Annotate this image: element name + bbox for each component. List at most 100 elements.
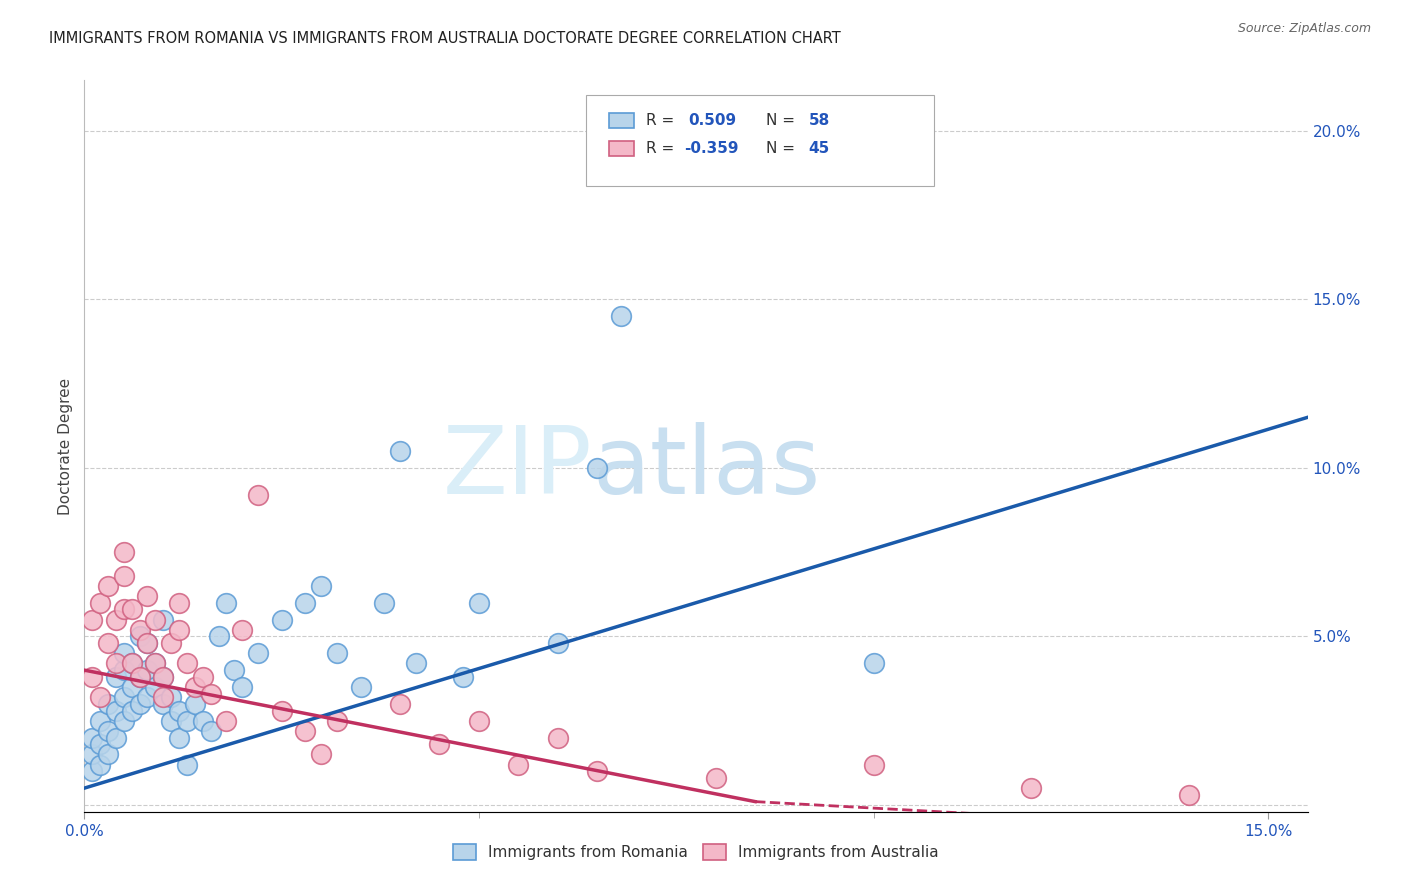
Point — [468, 596, 491, 610]
Point — [136, 663, 159, 677]
Text: N =: N = — [766, 141, 800, 156]
FancyBboxPatch shape — [586, 95, 935, 186]
Point — [176, 757, 198, 772]
Point — [207, 630, 229, 644]
Point — [215, 596, 238, 610]
Point — [270, 613, 292, 627]
Point — [451, 670, 474, 684]
Y-axis label: Doctorate Degree: Doctorate Degree — [58, 377, 73, 515]
Point — [547, 636, 569, 650]
Point — [82, 613, 104, 627]
Text: -0.359: -0.359 — [683, 141, 738, 156]
FancyBboxPatch shape — [609, 141, 634, 155]
Point — [152, 670, 174, 684]
Point — [200, 687, 222, 701]
Point — [167, 704, 190, 718]
Point — [373, 596, 395, 610]
Point — [121, 602, 143, 616]
Point — [97, 723, 120, 738]
Point — [145, 657, 167, 671]
Point — [97, 747, 120, 762]
Point — [128, 630, 150, 644]
Point — [136, 636, 159, 650]
Point — [1021, 781, 1043, 796]
Point — [89, 737, 111, 751]
Point — [231, 623, 253, 637]
Point — [82, 747, 104, 762]
Point — [104, 670, 127, 684]
Point — [82, 670, 104, 684]
Point — [128, 670, 150, 684]
Point — [176, 657, 198, 671]
Text: R =: R = — [645, 141, 679, 156]
Point — [112, 568, 135, 582]
Point — [121, 704, 143, 718]
Point — [309, 747, 332, 762]
Point — [326, 714, 349, 728]
Text: IMMIGRANTS FROM ROMANIA VS IMMIGRANTS FROM AUSTRALIA DOCTORATE DEGREE CORRELATIO: IMMIGRANTS FROM ROMANIA VS IMMIGRANTS FR… — [49, 31, 841, 46]
Point — [97, 636, 120, 650]
Point — [349, 680, 371, 694]
Point — [862, 657, 884, 671]
Point — [112, 690, 135, 705]
Point — [326, 646, 349, 660]
Point — [89, 690, 111, 705]
Point — [200, 723, 222, 738]
Point — [104, 613, 127, 627]
Point — [160, 714, 183, 728]
Point — [136, 589, 159, 603]
Point — [145, 613, 167, 627]
Point — [152, 697, 174, 711]
Point — [128, 697, 150, 711]
Point — [176, 714, 198, 728]
Point — [704, 771, 727, 785]
Point — [270, 704, 292, 718]
Text: 45: 45 — [808, 141, 830, 156]
Point — [112, 646, 135, 660]
Point — [152, 690, 174, 705]
Point — [389, 697, 412, 711]
Text: ZIP: ZIP — [443, 422, 592, 514]
Point — [224, 663, 246, 677]
Text: 0.509: 0.509 — [689, 113, 737, 128]
Point — [389, 444, 412, 458]
Point — [294, 596, 316, 610]
Point — [1178, 788, 1201, 802]
Point — [121, 680, 143, 694]
Point — [294, 723, 316, 738]
Point — [112, 545, 135, 559]
Point — [862, 757, 884, 772]
Point — [112, 602, 135, 616]
Point — [586, 461, 609, 475]
Point — [167, 731, 190, 745]
Point — [184, 680, 207, 694]
Text: atlas: atlas — [592, 422, 820, 514]
Point — [508, 757, 530, 772]
Point — [136, 636, 159, 650]
Point — [121, 657, 143, 671]
Point — [82, 731, 104, 745]
Point — [468, 714, 491, 728]
Point — [145, 680, 167, 694]
Point — [104, 731, 127, 745]
Legend: Immigrants from Romania, Immigrants from Australia: Immigrants from Romania, Immigrants from… — [447, 838, 945, 866]
Point — [191, 670, 214, 684]
Point — [246, 488, 269, 502]
Text: N =: N = — [766, 113, 800, 128]
Point — [89, 714, 111, 728]
Point — [112, 663, 135, 677]
Point — [97, 579, 120, 593]
Point — [586, 764, 609, 779]
Point — [167, 623, 190, 637]
Point — [191, 714, 214, 728]
Point — [215, 714, 238, 728]
Text: R =: R = — [645, 113, 679, 128]
Point — [104, 657, 127, 671]
Point — [309, 579, 332, 593]
Point — [112, 714, 135, 728]
Point — [160, 636, 183, 650]
FancyBboxPatch shape — [609, 113, 634, 128]
Point — [89, 596, 111, 610]
Point — [152, 613, 174, 627]
Point — [152, 670, 174, 684]
